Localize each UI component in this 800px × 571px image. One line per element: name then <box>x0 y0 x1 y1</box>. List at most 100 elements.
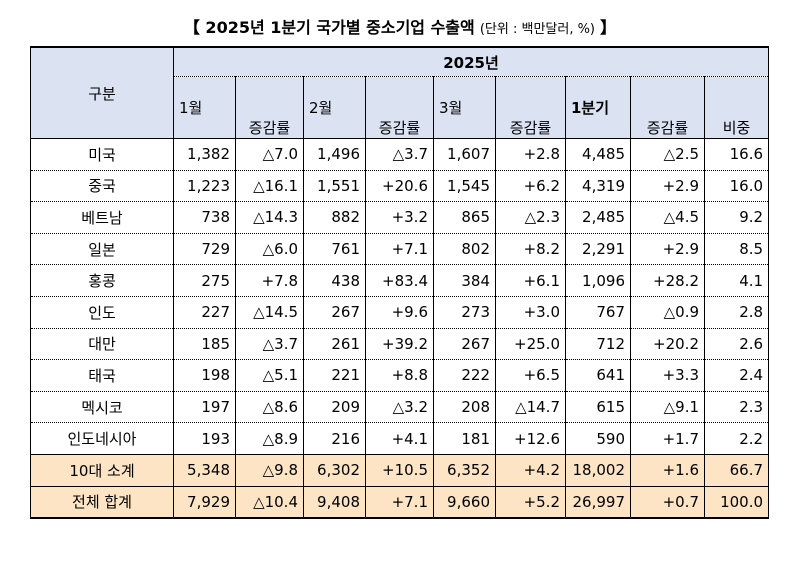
mar-value-cell: 181 <box>433 422 496 455</box>
mar-growth-cell: +3.0 <box>495 295 566 329</box>
table-row: 태국 198 △5.1 221 +8.8 222 +6.5 641 +3.3 2.4 <box>30 359 770 392</box>
share-cell: 16.0 <box>703 169 770 203</box>
jan-value-cell: 275 <box>173 264 236 297</box>
q1-value-cell: 615 <box>565 390 631 424</box>
feb-value-cell: 221 <box>303 359 366 392</box>
share-cell: 2.4 <box>703 359 770 392</box>
table-row: 대만 185 △3.7 261 +39.2 267 +25.0 712 +20.2 2.6 <box>30 327 770 361</box>
country-cell: 베트남 <box>30 201 174 234</box>
jan-value-cell: 193 <box>173 422 236 455</box>
q1-growth-cell: +1.6 <box>630 453 705 487</box>
month-3-header: 3월 <box>433 76 496 139</box>
mar-value-cell: 222 <box>433 359 496 392</box>
jan-value-cell: 227 <box>173 295 236 329</box>
mar-growth-cell: +6.1 <box>495 264 566 297</box>
q1-value-cell: 641 <box>565 359 631 392</box>
jan-value-cell: 729 <box>173 232 236 266</box>
export-table: 구분 2025년 1월 증감률 2월 증감률 3월 증감률 1분기 증감률 비중… <box>30 46 770 520</box>
mar-growth-cell: +6.5 <box>495 359 566 392</box>
header-row-year: 구분 2025년 <box>30 46 770 139</box>
q1-value-cell: 767 <box>565 295 631 329</box>
subtotal-row: 10대 소계 5,348 △9.8 6,302 +10.5 6,352 +4.2 18,002… <box>30 453 770 487</box>
jan-growth-cell: △9.8 <box>235 453 304 487</box>
table-row: 일본 729 △6.0 761 +7.1 802 +8.2 2,291 +2.9 8.5 <box>30 232 770 266</box>
jan-value-cell: 5,348 <box>173 453 236 487</box>
mar-value-cell: 9,660 <box>433 485 496 520</box>
country-cell: 일본 <box>30 232 174 266</box>
jan-growth-cell: △6.0 <box>235 232 304 266</box>
q1-growth-cell: +28.2 <box>630 264 705 297</box>
q1-growth-cell: △0.9 <box>630 295 705 329</box>
country-cell: 전체 합계 <box>30 485 174 520</box>
growth-1-header: 증감률 <box>235 76 304 139</box>
q1-growth-cell: △4.5 <box>630 201 705 234</box>
feb-value-cell: 438 <box>303 264 366 297</box>
feb-growth-cell: +83.4 <box>365 264 434 297</box>
q1-growth-cell: +1.7 <box>630 422 705 455</box>
jan-growth-cell: △16.1 <box>235 169 304 203</box>
feb-growth-cell: +7.1 <box>365 485 434 520</box>
mar-value-cell: 1,607 <box>433 138 496 171</box>
feb-value-cell: 267 <box>303 295 366 329</box>
growth-3-header: 증감률 <box>495 76 566 139</box>
title-text: 【 2025년 1분기 국가별 중소기업 수출액 <box>183 18 475 37</box>
feb-growth-cell: +39.2 <box>365 327 434 361</box>
mar-value-cell: 6,352 <box>433 453 496 487</box>
jan-growth-cell: △14.5 <box>235 295 304 329</box>
share-cell: 2.3 <box>703 390 770 424</box>
share-cell: 2.2 <box>703 422 770 455</box>
country-cell: 대만 <box>30 327 174 361</box>
mar-growth-cell: +25.0 <box>495 327 566 361</box>
mar-growth-cell: +4.2 <box>495 453 566 487</box>
year-header: 2025년 <box>172 46 770 77</box>
jan-value-cell: 185 <box>173 327 236 361</box>
feb-growth-cell: +4.1 <box>365 422 434 455</box>
feb-growth-cell: +3.2 <box>365 201 434 234</box>
growth-2-header: 증감률 <box>365 76 434 139</box>
feb-value-cell: 6,302 <box>303 453 366 487</box>
q1-value-cell: 4,485 <box>565 138 631 171</box>
q1-value-cell: 590 <box>565 422 631 455</box>
mar-value-cell: 384 <box>433 264 496 297</box>
feb-growth-cell: +10.5 <box>365 453 434 487</box>
country-cell: 인도네시아 <box>30 422 174 455</box>
jan-growth-cell: △14.3 <box>235 201 304 234</box>
category-header: 구분 <box>30 46 174 139</box>
feb-value-cell: 209 <box>303 390 366 424</box>
mar-growth-cell: +12.6 <box>495 422 566 455</box>
share-cell: 8.5 <box>703 232 770 266</box>
country-cell: 미국 <box>30 138 174 171</box>
mar-value-cell: 273 <box>433 295 496 329</box>
table-row: 홍콩 275 +7.8 438 +83.4 384 +6.1 1,096 +28.2 4.1 <box>30 264 770 297</box>
mar-growth-cell: +6.2 <box>495 169 566 203</box>
jan-growth-cell: △7.0 <box>235 138 304 171</box>
share-cell: 2.8 <box>703 295 770 329</box>
mar-growth-cell: △14.7 <box>495 390 566 424</box>
mar-growth-cell: +2.8 <box>495 138 566 171</box>
month-2-header: 2월 <box>303 76 366 139</box>
header-row-columns: 1월 증감률 2월 증감률 3월 증감률 1분기 증감률 비중 <box>31 76 770 139</box>
q1-growth-cell: +0.7 <box>630 485 705 520</box>
q1-growth-cell: +20.2 <box>630 327 705 361</box>
q1-growth-cell: △9.1 <box>630 390 705 424</box>
feb-growth-cell: +7.1 <box>365 232 434 266</box>
country-cell: 멕시코 <box>30 390 174 424</box>
q1-value-cell: 2,291 <box>565 232 631 266</box>
country-cell: 중국 <box>30 169 174 203</box>
quarter-header: 1분기 <box>565 76 631 139</box>
feb-value-cell: 261 <box>303 327 366 361</box>
share-cell: 9.2 <box>703 201 770 234</box>
share-cell: 4.1 <box>703 264 770 297</box>
jan-value-cell: 738 <box>173 201 236 234</box>
table-row: 인도 227 △14.5 267 +9.6 273 +3.0 767 △0.9 2.8 <box>30 295 770 329</box>
table-title: 【 2025년 1분기 국가별 중소기업 수출액 (단위 : 백만달러, %) … <box>0 14 800 38</box>
q1-value-cell: 2,485 <box>565 201 631 234</box>
q1-growth-cell: +2.9 <box>630 232 705 266</box>
feb-growth-cell: △3.7 <box>365 138 434 171</box>
mar-value-cell: 865 <box>433 201 496 234</box>
table-row: 멕시코 197 △8.6 209 △3.2 208 △14.7 615 △9.1 2.3 <box>30 390 770 424</box>
mar-value-cell: 802 <box>433 232 496 266</box>
feb-value-cell: 761 <box>303 232 366 266</box>
table-row: 베트남 738 △14.3 882 +3.2 865 △2.3 2,485 △4.5 9.2 <box>30 201 770 234</box>
mar-growth-cell: +8.2 <box>495 232 566 266</box>
